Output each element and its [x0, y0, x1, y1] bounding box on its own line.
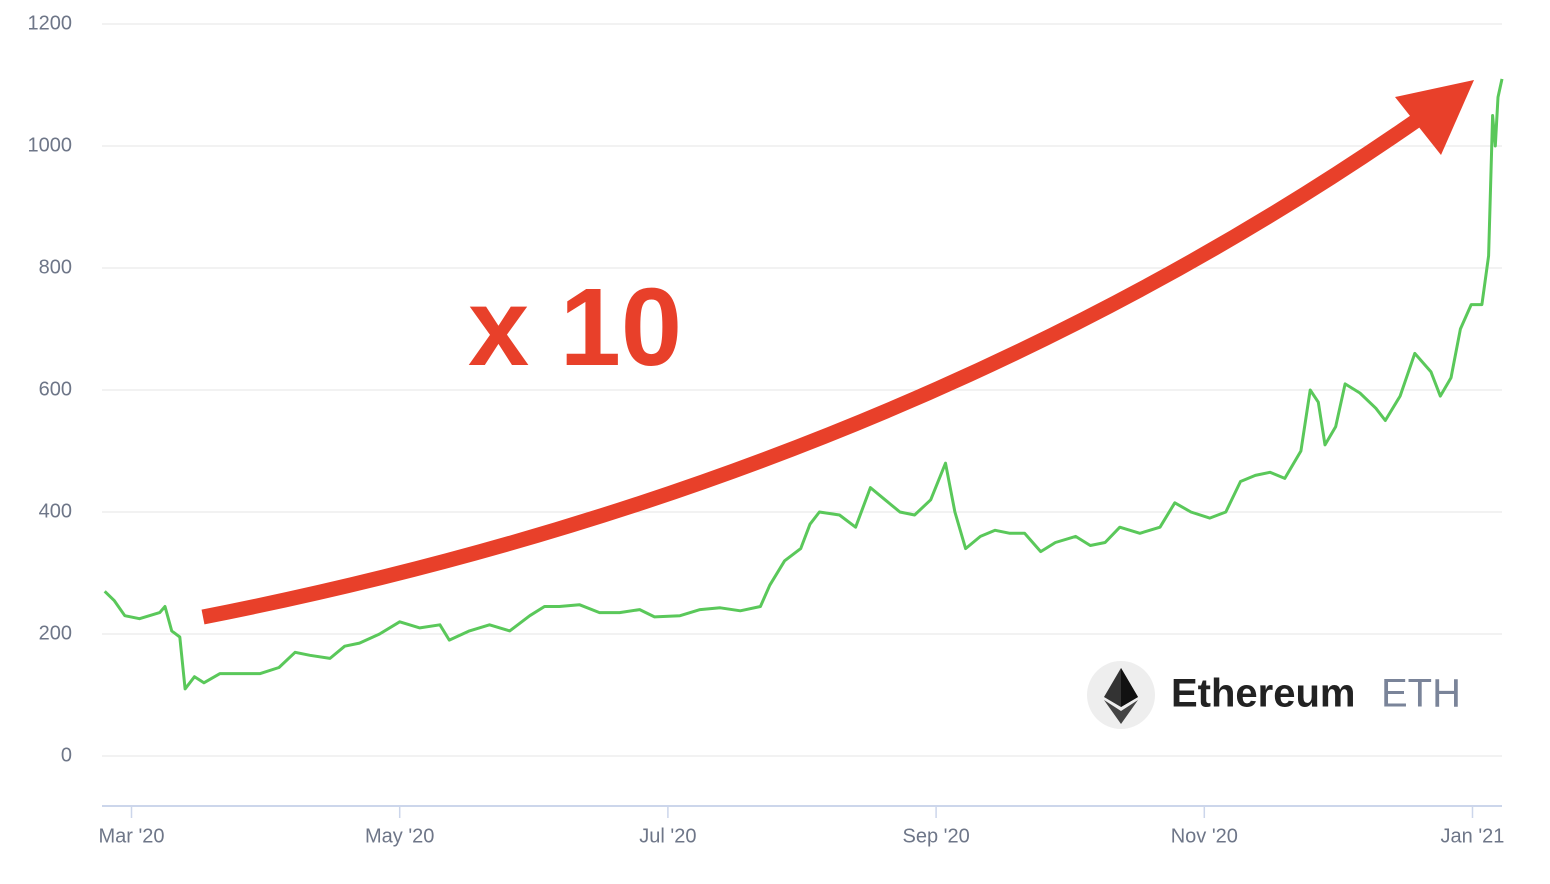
y-tick-label: 0 — [61, 744, 72, 766]
y-tick-label: 600 — [39, 378, 72, 400]
plot — [103, 78, 1504, 691]
price-line — [103, 78, 1504, 691]
coin-ticker: ETH — [1381, 672, 1461, 716]
coin-logo — [1087, 661, 1155, 729]
x-tick-label: May '20 — [365, 825, 434, 847]
y-tick-label: 400 — [39, 500, 72, 522]
arrow-head — [1395, 80, 1474, 155]
y-tick-label: 1200 — [28, 12, 73, 34]
x-tick-label: Nov '20 — [1171, 825, 1238, 847]
x-tick-label: Jan '21 — [1441, 825, 1505, 847]
coin-name: Ethereum — [1171, 672, 1356, 716]
x-tick-label: Sep '20 — [902, 825, 969, 847]
y-tick-label: 1000 — [28, 134, 73, 156]
x-tick-label: Mar '20 — [98, 825, 164, 847]
grid: 0 200 400 600 800 1000 1200 Mar '20 May '20 Jul '… — [28, 12, 1505, 847]
y-tick-label: 200 — [39, 622, 72, 644]
y-tick-label: 800 — [39, 256, 72, 278]
trend-arrow — [201, 111, 1425, 625]
x-tick-label: Jul '20 — [639, 825, 696, 847]
annotation: x 10 — [468, 266, 682, 389]
